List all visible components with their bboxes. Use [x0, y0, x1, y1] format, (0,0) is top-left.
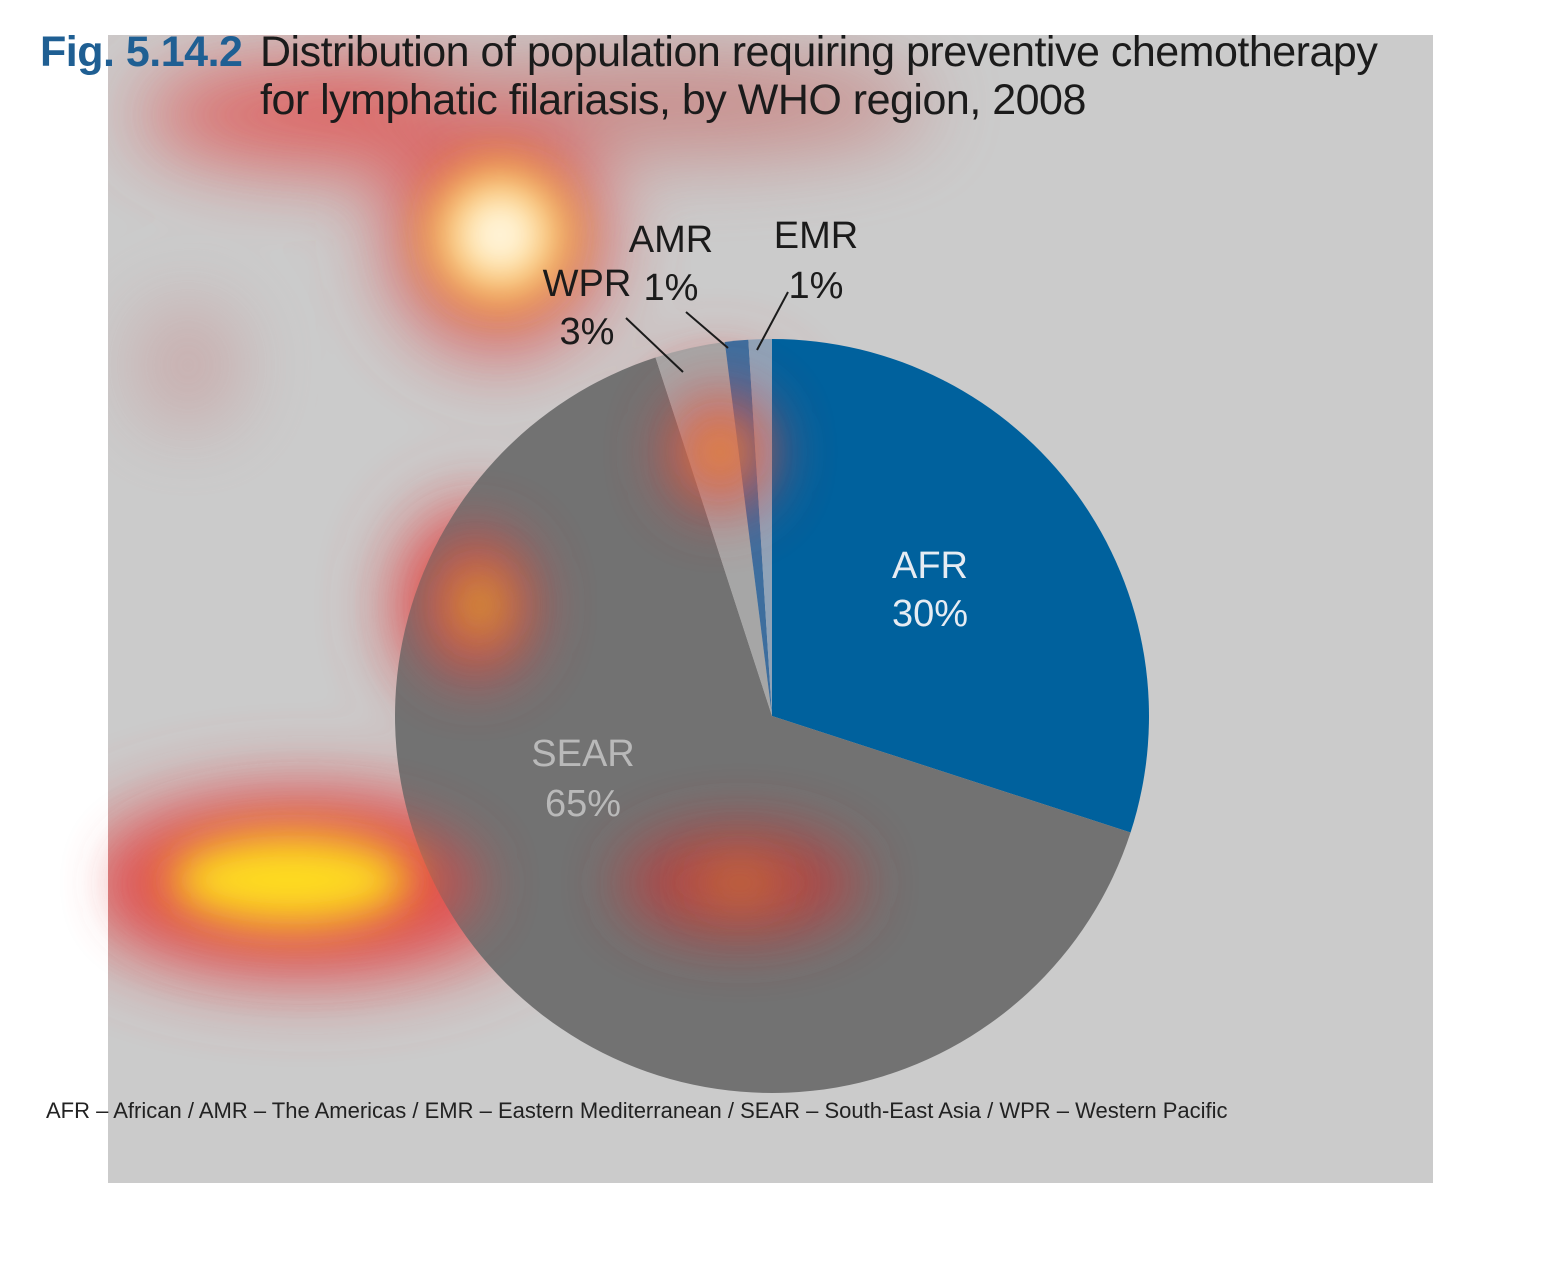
leader-line-emr	[756, 291, 789, 351]
pie-slice-afr	[772, 339, 1150, 833]
slice-value-amr: 1%	[644, 267, 699, 309]
slice-value-wpr: 3%	[560, 311, 615, 353]
slice-label-wpr: WPR	[543, 263, 632, 305]
slice-label-sear: SEAR	[531, 733, 634, 775]
slice-value-sear: 65%	[545, 783, 621, 825]
slice-labels: AFR 30% SEAR 65% WPR 3% AMR 1% EMR 1%	[531, 215, 968, 825]
leader-lines	[625, 291, 789, 373]
pie-slice-sear	[395, 357, 1131, 1093]
attention-heatmap-highlights	[120, 165, 860, 953]
slice-value-emr: 1%	[789, 265, 844, 307]
leader-line-wpr	[625, 317, 684, 373]
figure-number: Fig. 5.14.2	[40, 28, 243, 76]
figure-title: Fig. 5.14.2 Distribution of population re…	[40, 28, 1378, 124]
title-line-2: for lymphatic filariasis, by WHO region,…	[260, 76, 1086, 124]
slice-label-emr: EMR	[774, 215, 858, 257]
slice-value-afr: 30%	[892, 593, 968, 635]
slice-label-afr: AFR	[892, 545, 968, 587]
region-legend-footnote: AFR – African / AMR – The Americas / EMR…	[46, 1098, 1228, 1123]
title-line-1: Distribution of population requiring pre…	[260, 28, 1378, 76]
slice-label-amr: AMR	[629, 219, 713, 261]
leader-line-amr	[685, 311, 729, 349]
